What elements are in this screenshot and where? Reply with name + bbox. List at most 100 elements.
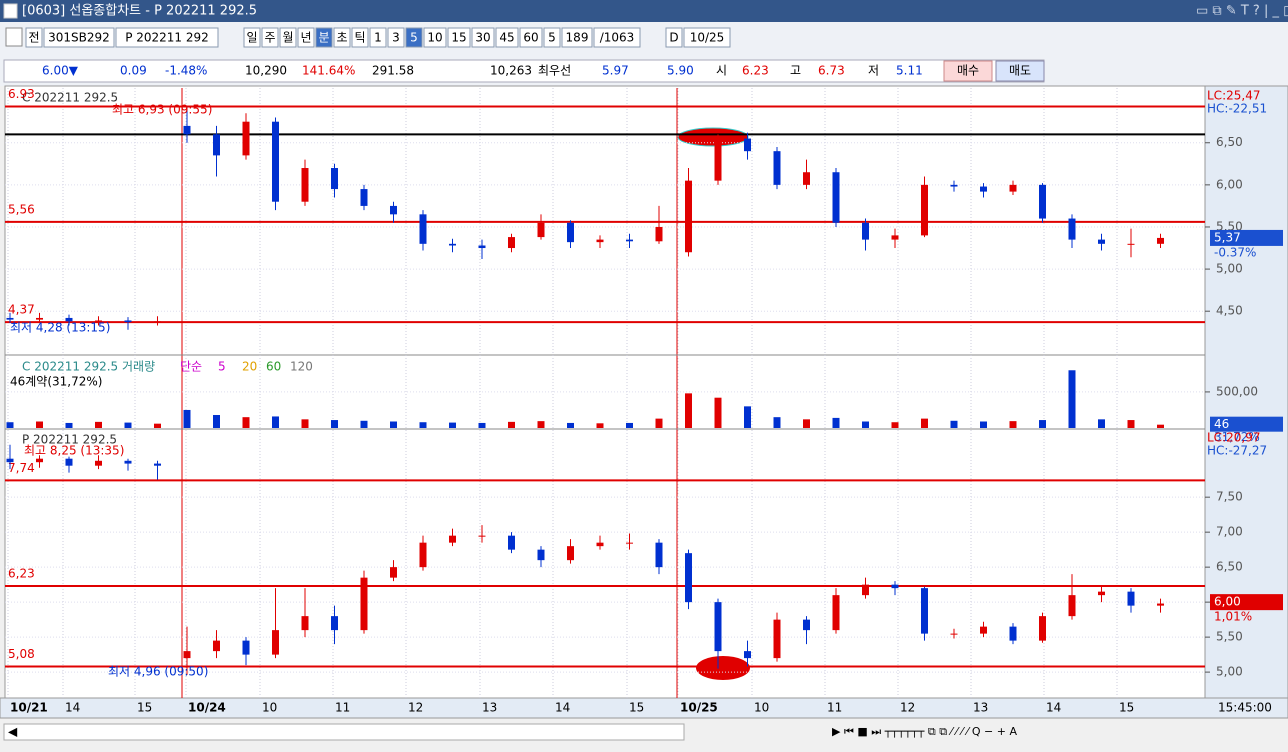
candle-body (655, 226, 663, 242)
ma-period: 120 (290, 360, 313, 374)
tool-label: D (669, 31, 678, 45)
candle-body (36, 458, 43, 463)
tool-button[interactable] (351, 27, 369, 48)
candle-body (478, 535, 486, 537)
quote-item: 6.73 (818, 64, 845, 78)
time-label: 11 (827, 701, 842, 715)
time-label: 12 (900, 701, 915, 715)
scroll-left[interactable]: ◀ (8, 725, 18, 739)
tool-button[interactable] (333, 27, 351, 48)
annotation: 최고 6,93 (09:55) (112, 103, 212, 117)
time-label: 10/24 (188, 701, 226, 715)
tool-button[interactable] (519, 27, 543, 48)
tool-button[interactable] (387, 27, 405, 48)
ma-period: 60 (266, 360, 281, 374)
tool-label: /1063 (600, 31, 635, 45)
candle-body (1098, 591, 1105, 596)
stat: LC:20,97 (1207, 431, 1260, 445)
tool-button[interactable] (495, 27, 519, 48)
time-end: 15:45:00 (1218, 701, 1272, 715)
candle-body (1068, 218, 1076, 240)
tool-button[interactable] (543, 27, 561, 48)
candle-body (1157, 237, 1164, 244)
tool-button[interactable] (561, 27, 593, 48)
nav-buttons[interactable]: ▶ ⏮ ■ ⏭ ┬┬┬┬┬┬ ⧉ ⧉ ⁄ ⁄ ⁄ ⁄ Q − + A (832, 725, 1017, 738)
volume-bar (6, 422, 14, 428)
y-tick-label: 7,00 (1216, 525, 1243, 539)
time-label: 14 (555, 701, 570, 715)
candle-body (862, 584, 869, 596)
time-axis-bg (0, 697, 1288, 719)
candle-body (714, 138, 722, 181)
panel-title: C 202211 292.5 (22, 91, 118, 105)
candle-body (773, 619, 781, 659)
buy-button[interactable] (943, 60, 993, 82)
time-label: 13 (973, 701, 988, 715)
candle-body (419, 214, 427, 244)
candle-body (213, 134, 220, 156)
y-tick-label: 4,50 (1216, 304, 1243, 318)
candle-body (980, 626, 987, 634)
candle-body (950, 633, 958, 635)
volume-bar (685, 393, 692, 428)
tool-button[interactable] (405, 27, 423, 48)
tool-button[interactable] (593, 27, 641, 48)
candle-body (1127, 591, 1135, 606)
volume-bar (537, 421, 545, 428)
annotation: 최저 4,28 (13:15) (10, 321, 110, 335)
sell-button[interactable] (995, 60, 1045, 82)
tool-button[interactable] (683, 27, 731, 48)
quote-item: -1.48% (165, 64, 207, 78)
tool-button[interactable] (423, 27, 447, 48)
tool-button[interactable] (471, 27, 495, 48)
candle-body (1009, 626, 1017, 641)
quote-item: 141.64% (302, 64, 355, 78)
volume-bar (626, 422, 633, 428)
candle-body (508, 237, 515, 249)
candle-body (1157, 603, 1164, 606)
last-marker (1210, 229, 1283, 246)
time-label: 10/25 (680, 701, 718, 715)
candle-body (242, 640, 250, 655)
highlight (677, 127, 749, 147)
tool-label: 전 (28, 31, 39, 45)
tool-button[interactable] (279, 27, 297, 48)
tool-button[interactable] (25, 27, 43, 48)
tool-button[interactable] (315, 27, 333, 48)
candle-body (213, 640, 220, 652)
tool-label: 189 (566, 31, 589, 45)
candle-body (154, 463, 161, 466)
tool-label: 년 (300, 31, 311, 45)
candle-body (36, 317, 43, 320)
tool-button[interactable] (665, 27, 683, 48)
quote-item: 5.11 (896, 64, 923, 78)
tool-button[interactable] (261, 27, 279, 48)
tool-button[interactable] (369, 27, 387, 48)
tool-label: 5 (548, 31, 556, 45)
candle-body (596, 542, 604, 547)
tool-label: 초 (336, 31, 347, 45)
quote-item: 6.23 (742, 64, 769, 78)
tool-icon (5, 27, 23, 47)
tool-label: 5 (410, 31, 418, 45)
candle-body (862, 222, 869, 240)
y-tick-label: 5,00 (1216, 262, 1243, 276)
panel-title: C 202211 292.5 거래량 (22, 360, 155, 374)
scrollbar[interactable] (3, 723, 685, 741)
tool-label: 일 (246, 31, 257, 45)
candle-body (390, 205, 397, 215)
quote-item: 6.00▼ (42, 64, 79, 78)
level-label: 5,56 (8, 202, 35, 216)
tool-button[interactable] (297, 27, 315, 48)
tool-button[interactable] (43, 27, 115, 48)
candle-body (537, 549, 545, 561)
tool-button[interactable] (447, 27, 471, 48)
tool-button[interactable] (243, 27, 261, 48)
tool-button[interactable] (115, 27, 219, 48)
volume-summary: 46계약(31,72%) (10, 374, 102, 389)
window-controls[interactable]: ▭ ⧉ ✎ T ? | _ □ × (1196, 4, 1288, 19)
volume-bar (891, 422, 899, 428)
tool-label: 틱 (354, 31, 365, 45)
volume-bar (1009, 421, 1017, 428)
